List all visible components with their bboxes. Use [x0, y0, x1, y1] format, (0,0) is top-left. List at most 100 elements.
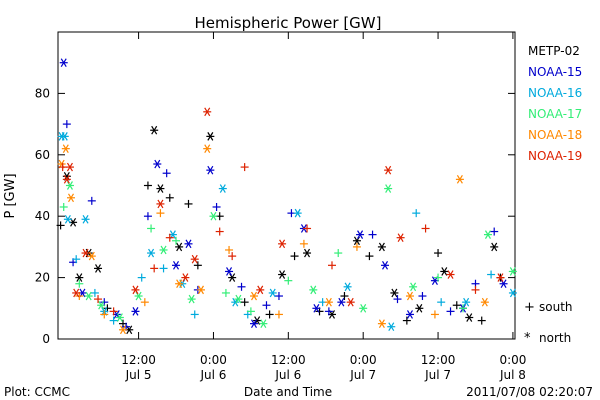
data-point-north [94, 264, 103, 273]
x-tick-label-date: Jul 6 [199, 368, 226, 382]
data-point-south [184, 199, 193, 208]
data-point-north [496, 273, 505, 282]
data-point-south [75, 279, 84, 288]
data-point-south [228, 252, 237, 261]
data-point-north [250, 319, 259, 328]
legend: METP-02 NOAA-15 NOAA-16 NOAA-17 NOAA-18 NOAA-… [528, 44, 582, 163]
data-point-south [265, 310, 274, 319]
data-point-north [66, 193, 75, 203]
y-tick-label: 60 [35, 148, 50, 162]
data-point-south [487, 270, 496, 279]
data-point-north [218, 184, 227, 193]
x-tick-label-date: Jul 5 [125, 368, 152, 382]
data-point-north [278, 270, 287, 279]
data-point-north [153, 159, 162, 169]
data-point-north [65, 181, 74, 190]
data-point-north [134, 291, 143, 301]
data-point-north [84, 291, 93, 301]
marker-symbol: * [524, 331, 531, 346]
legend-entry: NOAA-15 [528, 65, 582, 79]
data-point-south [212, 202, 221, 211]
footer-plot-credit: Plot: CCMC [4, 385, 70, 399]
data-point-north [337, 297, 346, 307]
data-point-north [256, 285, 265, 295]
data-point-south [418, 292, 427, 301]
data-point-north [480, 297, 489, 307]
data-point-south [327, 261, 336, 270]
data-point-south [299, 239, 308, 248]
data-point-south [437, 298, 446, 307]
data-point-north [508, 267, 517, 276]
data-point-north [455, 175, 464, 184]
data-point-north [175, 242, 184, 252]
legend-entry: NOAA-17 [528, 107, 582, 121]
data-point-north [490, 242, 499, 252]
data-point-north [118, 325, 127, 335]
data-point-north [312, 303, 321, 313]
data-point-south [240, 298, 249, 307]
data-point-north [324, 297, 333, 307]
data-point-north [206, 132, 215, 141]
data-point-north [225, 267, 234, 276]
data-point-south [87, 196, 96, 205]
data-point-north [377, 242, 386, 252]
data-point-north [234, 294, 243, 304]
data-point-south [147, 224, 156, 233]
data-point-south [303, 224, 312, 233]
data-point-north [483, 230, 492, 239]
data-point-north [446, 270, 455, 279]
marker-symbol: + [524, 300, 535, 315]
data-point-north [440, 267, 449, 276]
data-point-north [172, 261, 181, 270]
data-point-north [384, 184, 393, 193]
data-point-south [262, 301, 271, 310]
data-point-south [477, 316, 486, 325]
data-point-south [140, 298, 149, 307]
data-point-north [159, 245, 168, 255]
data-point-north [309, 285, 318, 295]
data-point-south [402, 316, 411, 325]
data-point-south [290, 252, 299, 261]
y-tick-label: 80 [35, 86, 50, 100]
marker-legend: + south * north [524, 300, 573, 346]
data-point-north [97, 300, 106, 310]
data-point-north [405, 291, 414, 301]
data-point-south [109, 316, 118, 325]
data-point-north [377, 319, 386, 328]
data-point-north [352, 236, 361, 246]
data-point-north [346, 297, 355, 307]
data-point-north [499, 279, 508, 289]
data-point-north [81, 214, 90, 224]
x-tick-label-time: 12:00 [421, 353, 456, 367]
data-point-north [150, 125, 159, 135]
data-point-north [59, 58, 68, 68]
data-point-north [190, 254, 199, 264]
data-point-south [434, 249, 443, 258]
data-point-south [100, 310, 109, 319]
data-point-north [390, 288, 399, 298]
x-tick-label-date: Jul 7 [349, 368, 376, 382]
data-point-south [109, 307, 118, 316]
x-tick-label-time: 12:00 [271, 353, 306, 367]
data-point-south [72, 255, 81, 264]
data-point-north [196, 285, 205, 295]
legend-entry: NOAA-16 [528, 86, 582, 100]
legend-entry: NOAA-18 [528, 128, 582, 142]
plot-frame [57, 31, 516, 340]
data-point-north [405, 310, 414, 319]
data-point-south [240, 163, 249, 172]
legend-entry: NOAA-19 [528, 149, 582, 163]
data-point-north [187, 294, 196, 304]
data-point-south [90, 288, 99, 297]
data-point-south [446, 307, 455, 316]
data-point-south [471, 285, 480, 294]
data-point-north [75, 273, 84, 282]
data-point-south [193, 261, 202, 270]
data-point-north [147, 248, 156, 258]
data-point-north [384, 165, 393, 175]
data-point-north [508, 288, 517, 298]
x-tick-label-time: 0:00 [499, 353, 526, 367]
data-point-south [143, 212, 152, 221]
data-point-south [452, 301, 461, 310]
